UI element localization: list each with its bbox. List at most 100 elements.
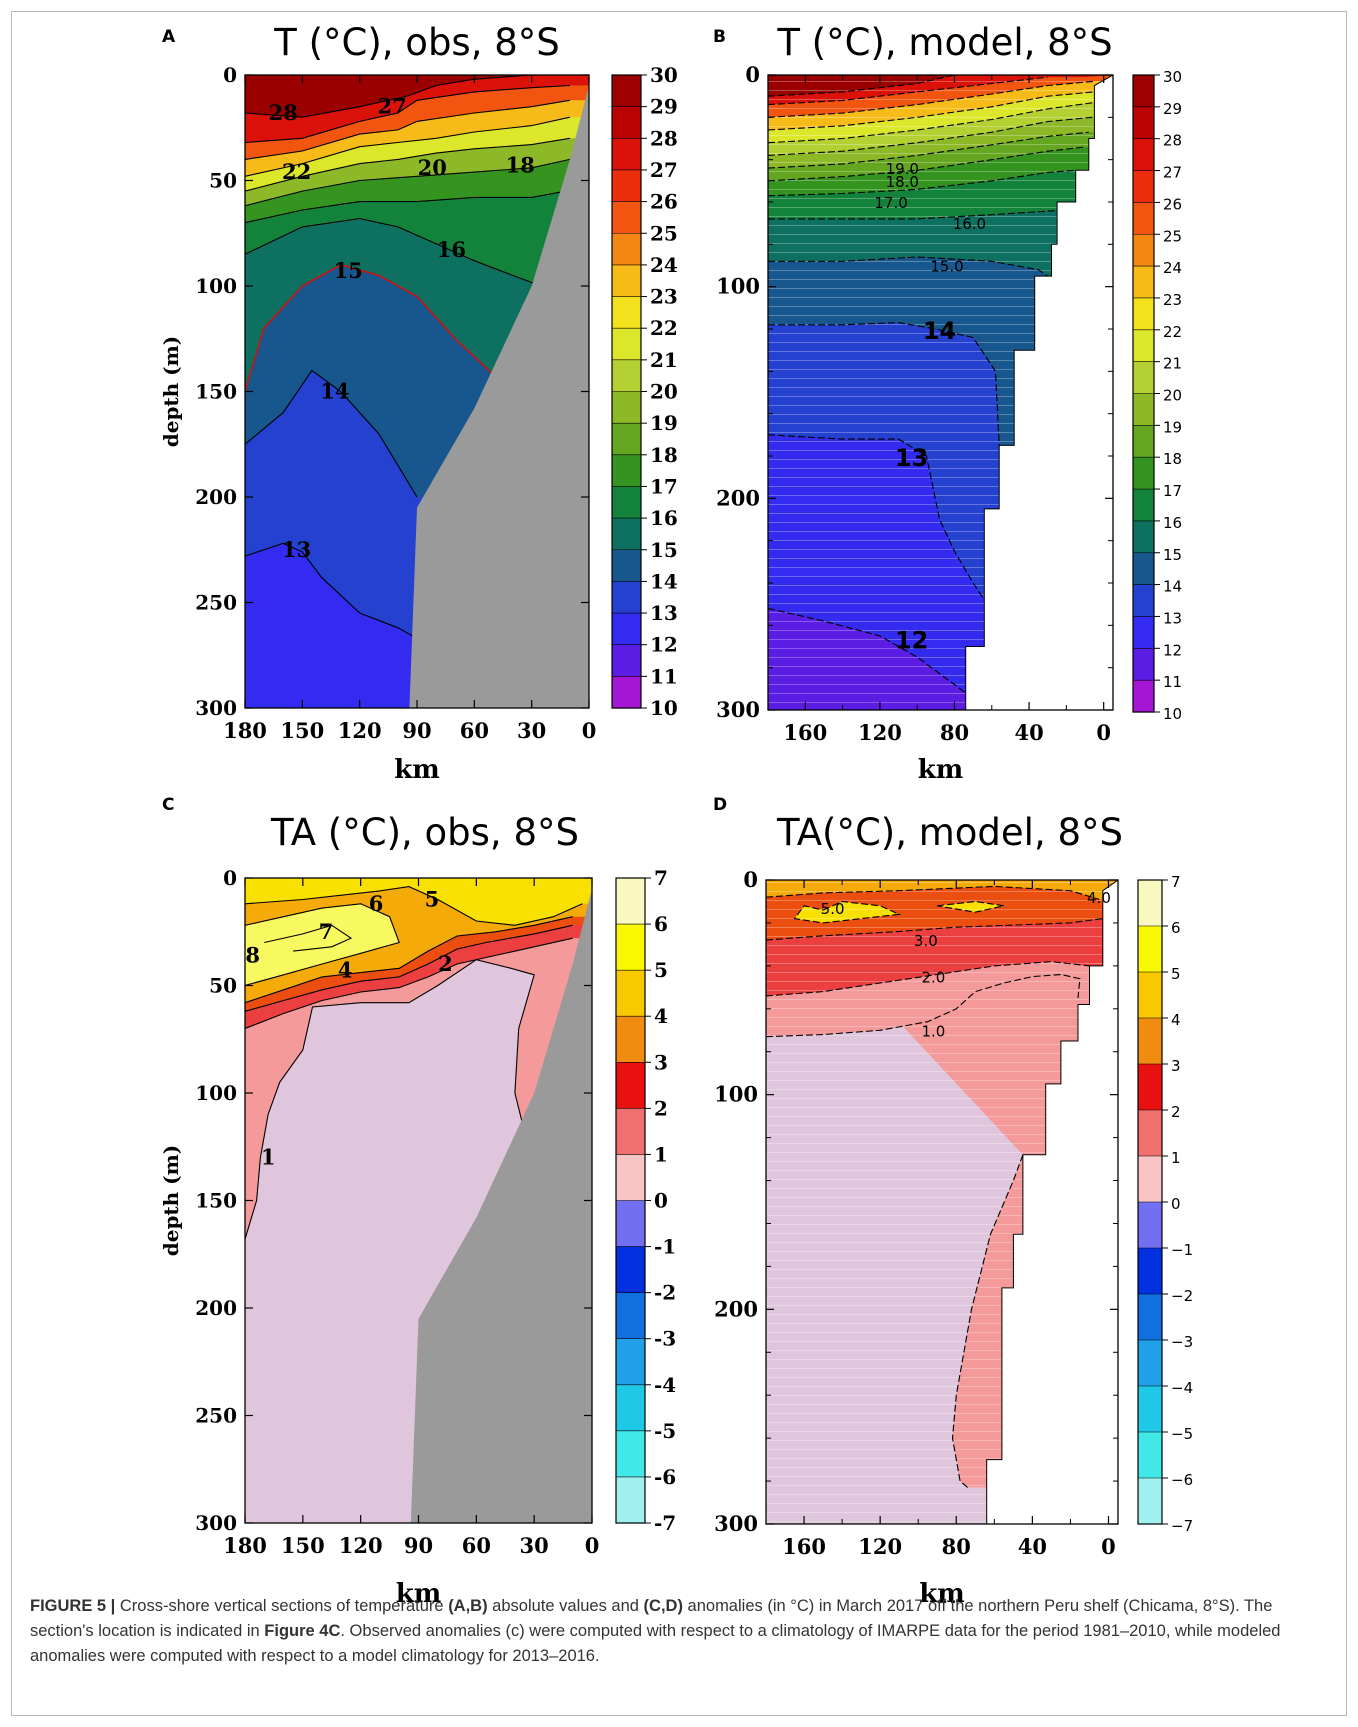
caption-text: Cross-shore vertical sections of tempera…: [30, 1597, 1280, 1665]
colorbar-swatch: [1133, 425, 1154, 458]
colorbar-label: 0: [1171, 1195, 1181, 1213]
x-tick-label: 0: [582, 718, 597, 743]
colorbar-swatch: [1133, 616, 1154, 649]
colorbar-label: 1: [1171, 1149, 1181, 1167]
contour-line: [245, 903, 400, 987]
colorbar-label: 20: [650, 380, 678, 404]
colorbar-label: 2: [1171, 1103, 1181, 1121]
colorbar-label: 25: [1163, 227, 1182, 245]
x-tick-label: 120: [858, 720, 902, 745]
x-tick-label: 160: [782, 1534, 826, 1559]
contour-line: [768, 607, 967, 694]
land-mask: [409, 75, 589, 708]
colorbar-swatch: [1133, 234, 1154, 267]
colorbar-label: 25: [650, 221, 678, 245]
contour-line: [768, 75, 955, 97]
colorbar-swatch: [1138, 1156, 1162, 1203]
colorbar-swatch: [612, 518, 641, 551]
colorbar-swatch: [1133, 75, 1154, 108]
contour-line: [766, 918, 1103, 941]
x-tick-label: 30: [517, 718, 546, 743]
colorbar-swatch: [616, 1246, 645, 1294]
caption-part-1: (A,B): [448, 1597, 488, 1615]
colorbar-label: 22: [650, 316, 678, 340]
y-tick-label: 0: [745, 62, 760, 87]
colorbar-label: 19: [1163, 418, 1182, 436]
band-fill: [245, 878, 592, 926]
colorbar-label: -1: [654, 1235, 676, 1259]
colorbar-swatch: [1138, 1064, 1162, 1111]
figure-caption: FIGURE 5 | Cross-shore vertical sections…: [30, 1594, 1326, 1669]
contour-line: [951, 1154, 1024, 1488]
contour-label: 17.0: [874, 194, 907, 212]
colorbar-swatch: [616, 1062, 645, 1109]
contour-line: [768, 434, 985, 601]
x-tick-label: 180: [223, 718, 267, 743]
colorbar-label: 4: [1171, 1011, 1181, 1029]
contour-label: 18: [506, 153, 535, 178]
contour-label: 19.0: [886, 160, 919, 178]
colorbar-label: 24: [650, 253, 678, 277]
panel-title: TA(°C), model, 8°S: [776, 811, 1123, 854]
colorbar-swatch: [1133, 202, 1154, 235]
colorbar-swatch: [1138, 1248, 1162, 1295]
colorbar-swatch: [612, 676, 641, 709]
contour-label: 28: [269, 100, 298, 125]
x-tick-label: 80: [940, 720, 969, 745]
contour-line: [768, 146, 1086, 182]
colorbar-label: −3: [1171, 1333, 1193, 1351]
colorbar-swatch: [1138, 1018, 1162, 1065]
y-tick-label: 0: [223, 63, 237, 87]
colorbar-label: 29: [1163, 100, 1182, 118]
y-axis-label: depth (m): [159, 336, 183, 448]
colorbar-swatch: [616, 1384, 645, 1432]
land-mask: [965, 75, 1113, 710]
y-tick-label: 0: [223, 866, 237, 890]
x-tick-label: 0: [585, 1533, 600, 1558]
colorbar-swatch: [612, 486, 641, 519]
land-mask: [986, 880, 1118, 1524]
y-tick-label: 100: [716, 274, 760, 299]
colorbar-label: −5: [1171, 1425, 1193, 1443]
colorbar-label: 14: [1163, 578, 1182, 596]
colorbar-label: −1: [1171, 1241, 1193, 1259]
contour-line: [766, 885, 1100, 900]
colorbar-swatch: [612, 613, 641, 646]
contour-label: 15.0: [930, 258, 963, 276]
colorbar-label: 14: [650, 569, 678, 593]
contour-label: 4: [338, 957, 353, 982]
contour-line: [245, 916, 573, 1004]
x-axis-label: km: [396, 1579, 442, 1609]
y-tick-label: 100: [195, 274, 237, 298]
contour-line: [245, 886, 583, 926]
colorbar-label: 21: [1163, 355, 1182, 373]
x-tick-label: 0: [1096, 720, 1111, 745]
panel-letter: D: [713, 795, 727, 815]
colorbar-swatch: [616, 1338, 645, 1386]
colorbar-swatch: [612, 391, 641, 424]
colorbar-swatch: [616, 1154, 645, 1202]
colorbar-swatch: [612, 233, 641, 266]
contour-label: 15: [334, 258, 363, 283]
contour-line: [245, 264, 494, 392]
contour-line: [245, 190, 567, 224]
colorbar-swatch: [1133, 680, 1154, 713]
colorbar-swatch: [616, 1292, 645, 1340]
x-axis-label: km: [919, 1579, 965, 1609]
colorbar-swatch: [1133, 266, 1154, 299]
colorbar-label: 13: [1163, 609, 1182, 627]
colorbar-swatch: [612, 644, 641, 677]
contour-label: 13: [895, 444, 928, 472]
colorbar-swatch: [1138, 1432, 1162, 1479]
colorbar-swatch: [1133, 520, 1154, 554]
contour-line: [768, 91, 1095, 131]
y-tick-label: 100: [714, 1082, 758, 1107]
x-tick-label: 150: [281, 1533, 325, 1558]
contour-label: 14: [320, 379, 349, 404]
colorbar-swatch: [1138, 1294, 1162, 1341]
colorbar-label: 19: [650, 411, 678, 435]
